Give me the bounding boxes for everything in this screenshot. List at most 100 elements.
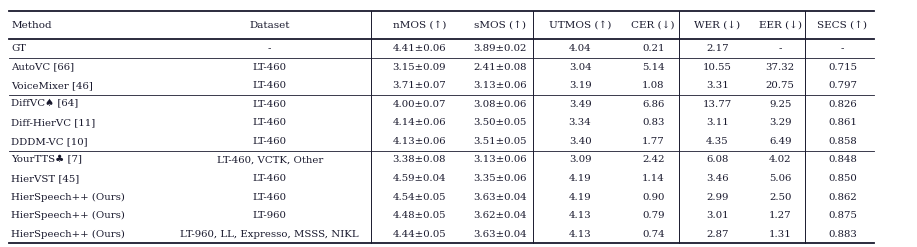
Text: WER (↓): WER (↓) bbox=[694, 21, 740, 30]
Text: 3.01: 3.01 bbox=[706, 211, 728, 220]
Text: 20.75: 20.75 bbox=[766, 81, 795, 90]
Text: 3.63±0.04: 3.63±0.04 bbox=[473, 230, 527, 239]
Text: 13.77: 13.77 bbox=[702, 100, 732, 109]
Text: 5.14: 5.14 bbox=[642, 62, 665, 72]
Text: 4.13±0.06: 4.13±0.06 bbox=[392, 137, 446, 146]
Text: 1.77: 1.77 bbox=[642, 137, 665, 146]
Text: 10.55: 10.55 bbox=[702, 62, 732, 72]
Text: 3.13±0.06: 3.13±0.06 bbox=[473, 81, 527, 90]
Text: LT-460: LT-460 bbox=[253, 62, 287, 72]
Text: YourTTS♣ [7]: YourTTS♣ [7] bbox=[11, 155, 83, 165]
Text: EER (↓): EER (↓) bbox=[758, 21, 801, 30]
Text: LT-460: LT-460 bbox=[253, 118, 287, 127]
Text: 4.00±0.07: 4.00±0.07 bbox=[392, 100, 446, 109]
Text: SECS (↑): SECS (↑) bbox=[817, 21, 867, 30]
Text: UTMOS (↑): UTMOS (↑) bbox=[549, 21, 612, 30]
Text: 1.14: 1.14 bbox=[642, 174, 665, 183]
Text: -: - bbox=[779, 44, 782, 53]
Text: 2.42: 2.42 bbox=[642, 155, 665, 165]
Text: 3.34: 3.34 bbox=[569, 118, 591, 127]
Text: 4.19: 4.19 bbox=[569, 192, 591, 202]
Text: 3.13±0.06: 3.13±0.06 bbox=[473, 155, 527, 165]
Text: sMOS (↑): sMOS (↑) bbox=[474, 21, 526, 30]
Text: 0.861: 0.861 bbox=[828, 118, 856, 127]
Text: LT-960: LT-960 bbox=[253, 211, 287, 220]
Text: 3.08±0.06: 3.08±0.06 bbox=[473, 100, 526, 109]
Text: 3.15±0.09: 3.15±0.09 bbox=[392, 62, 446, 72]
Text: 3.51±0.05: 3.51±0.05 bbox=[473, 137, 527, 146]
Text: 3.09: 3.09 bbox=[569, 155, 591, 165]
Text: 1.31: 1.31 bbox=[769, 230, 791, 239]
Text: 3.50±0.05: 3.50±0.05 bbox=[473, 118, 526, 127]
Text: 3.62±0.04: 3.62±0.04 bbox=[473, 211, 527, 220]
Text: 0.850: 0.850 bbox=[828, 174, 856, 183]
Text: 0.862: 0.862 bbox=[828, 192, 856, 202]
Text: 0.883: 0.883 bbox=[828, 230, 856, 239]
Text: 3.38±0.08: 3.38±0.08 bbox=[392, 155, 446, 165]
Text: 5.06: 5.06 bbox=[769, 174, 791, 183]
Text: GT: GT bbox=[11, 44, 27, 53]
Text: DiffVC♠ [64]: DiffVC♠ [64] bbox=[11, 100, 79, 109]
Text: 3.63±0.04: 3.63±0.04 bbox=[473, 192, 527, 202]
Text: 6.08: 6.08 bbox=[706, 155, 728, 165]
Text: 0.90: 0.90 bbox=[642, 192, 665, 202]
Text: 0.79: 0.79 bbox=[642, 211, 665, 220]
Text: 3.35±0.06: 3.35±0.06 bbox=[473, 174, 527, 183]
Text: 2.50: 2.50 bbox=[769, 192, 791, 202]
Text: -: - bbox=[841, 44, 845, 53]
Text: 0.858: 0.858 bbox=[828, 137, 856, 146]
Text: 4.13: 4.13 bbox=[569, 211, 591, 220]
Text: 0.848: 0.848 bbox=[828, 155, 856, 165]
Text: 2.17: 2.17 bbox=[706, 44, 728, 53]
Text: 3.46: 3.46 bbox=[706, 174, 728, 183]
Text: 3.11: 3.11 bbox=[706, 118, 729, 127]
Text: 0.875: 0.875 bbox=[828, 211, 856, 220]
Text: 2.99: 2.99 bbox=[706, 192, 728, 202]
Text: 9.25: 9.25 bbox=[769, 100, 791, 109]
Text: 4.13: 4.13 bbox=[569, 230, 591, 239]
Text: HierSpeech++ (Ours): HierSpeech++ (Ours) bbox=[11, 211, 126, 220]
Text: CER (↓): CER (↓) bbox=[632, 21, 675, 30]
Text: Method: Method bbox=[11, 21, 52, 30]
Text: LT-460: LT-460 bbox=[253, 192, 287, 202]
Text: nMOS (↑): nMOS (↑) bbox=[392, 21, 446, 30]
Text: 3.04: 3.04 bbox=[569, 62, 591, 72]
Text: DDDM-VC [10]: DDDM-VC [10] bbox=[11, 137, 88, 146]
Text: 2.87: 2.87 bbox=[706, 230, 728, 239]
Text: 1.08: 1.08 bbox=[642, 81, 665, 90]
Text: LT-460, VCTK, Other: LT-460, VCTK, Other bbox=[216, 155, 323, 165]
Text: LT-460: LT-460 bbox=[253, 81, 287, 90]
Text: 3.71±0.07: 3.71±0.07 bbox=[392, 81, 446, 90]
Text: 3.31: 3.31 bbox=[706, 81, 729, 90]
Text: HierVST [45]: HierVST [45] bbox=[11, 174, 80, 183]
Text: 4.54±0.05: 4.54±0.05 bbox=[392, 192, 446, 202]
Text: 3.89±0.02: 3.89±0.02 bbox=[473, 44, 526, 53]
Text: 0.74: 0.74 bbox=[642, 230, 665, 239]
Text: HierSpeech++ (Ours): HierSpeech++ (Ours) bbox=[11, 192, 126, 202]
Text: 4.44±0.05: 4.44±0.05 bbox=[392, 230, 446, 239]
Text: 4.41±0.06: 4.41±0.06 bbox=[392, 44, 446, 53]
Text: 1.27: 1.27 bbox=[769, 211, 791, 220]
Text: 0.715: 0.715 bbox=[828, 62, 857, 72]
Text: 3.19: 3.19 bbox=[569, 81, 591, 90]
Text: 4.14±0.06: 4.14±0.06 bbox=[392, 118, 446, 127]
Text: 4.04: 4.04 bbox=[569, 44, 591, 53]
Text: 0.21: 0.21 bbox=[642, 44, 665, 53]
Text: 4.48±0.05: 4.48±0.05 bbox=[392, 211, 446, 220]
Text: LT-460: LT-460 bbox=[253, 174, 287, 183]
Text: 3.49: 3.49 bbox=[569, 100, 591, 109]
Text: LT-960, LL, Expresso, MSSS, NIKL: LT-960, LL, Expresso, MSSS, NIKL bbox=[181, 230, 359, 239]
Text: 3.40: 3.40 bbox=[569, 137, 591, 146]
Text: 0.826: 0.826 bbox=[828, 100, 856, 109]
Text: 3.29: 3.29 bbox=[769, 118, 791, 127]
Text: 37.32: 37.32 bbox=[766, 62, 795, 72]
Text: VoiceMixer [46]: VoiceMixer [46] bbox=[11, 81, 94, 90]
Text: 4.35: 4.35 bbox=[706, 137, 728, 146]
Text: AutoVC [66]: AutoVC [66] bbox=[11, 62, 74, 72]
Text: 4.59±0.04: 4.59±0.04 bbox=[392, 174, 446, 183]
Text: Dataset: Dataset bbox=[249, 21, 290, 30]
Text: 6.49: 6.49 bbox=[769, 137, 791, 146]
Text: 0.83: 0.83 bbox=[642, 118, 665, 127]
Text: 2.41±0.08: 2.41±0.08 bbox=[473, 62, 527, 72]
Text: 6.86: 6.86 bbox=[642, 100, 665, 109]
